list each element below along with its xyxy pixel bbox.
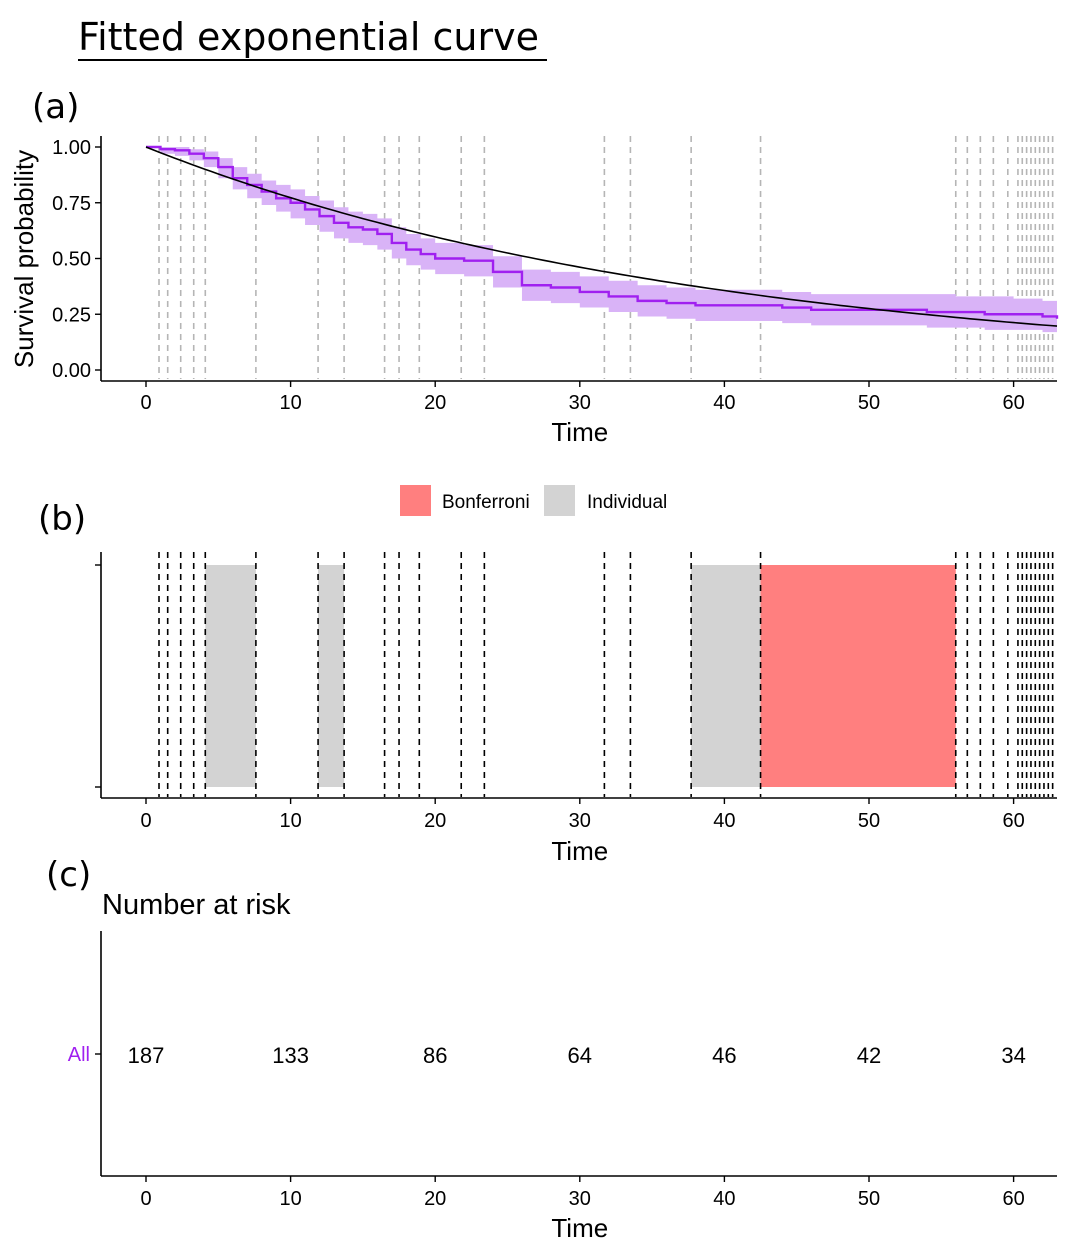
panel-b-x-tick-label-4: 40: [713, 810, 735, 832]
legend-label-individual: Individual: [587, 492, 667, 513]
panel-label-b: (b): [38, 499, 86, 539]
risk-count-6: 34: [1001, 1043, 1025, 1068]
panel-b-x-axis-title: Time: [551, 836, 608, 866]
panel-b-legend: Bonferroni Individual: [400, 485, 667, 516]
panel-c-x-tick-label-2: 20: [424, 1188, 446, 1210]
panel-label-a: (a): [32, 87, 79, 127]
risk-count-2: 86: [423, 1043, 447, 1068]
risk-table-strata-label: All: [68, 1044, 90, 1066]
legend-swatch-individual: [544, 485, 575, 516]
panel-a-y-axis-title: Survival probability: [9, 150, 39, 368]
panel-a-y-tick-label-0: 0.00: [52, 360, 91, 382]
panel-b-axes: 0 10 20 30 40 50 60: [95, 552, 1057, 832]
risk-count-1: 133: [272, 1043, 309, 1068]
panel-c-x-tick-label-3: 30: [569, 1188, 591, 1210]
interval-individual-2: [691, 565, 761, 787]
risk-count-3: 64: [568, 1043, 592, 1068]
panel-a-x-tick-label-1: 10: [279, 392, 301, 414]
panel-a-reference-lines: [158, 136, 1054, 379]
panel-a-axes: 0.00 0.25 0.50 0.75 1.00 0 10 20 30 40 50 60: [52, 136, 1057, 414]
panel-a-x-tick-label-6: 60: [1002, 392, 1024, 414]
panel-a-x-axis-title: Time: [551, 417, 608, 447]
panel-c-x-axis-title: Time: [551, 1213, 608, 1243]
panel-label-c: (c): [46, 855, 91, 895]
panel-b-x-tick-label-2: 20: [424, 810, 446, 832]
risk-table-counts: 187 133 86 64 46 42 34: [128, 1043, 1026, 1068]
km-survival-curve: [146, 145, 1059, 319]
panel-a-x-tick-label-3: 30: [569, 392, 591, 414]
interval-individual-1: [318, 565, 345, 787]
panel-b-x-tick-label-5: 50: [858, 810, 880, 832]
panel-c-x-tick-label-0: 0: [140, 1188, 151, 1210]
panel-b-x-tick-label-0: 0: [140, 810, 151, 832]
panel-a-survival-plot: 0.00 0.25 0.50 0.75 1.00 0 10 20 30 40 50 60 Time S…: [9, 136, 1059, 447]
panel-b-x-tick-label-3: 30: [569, 810, 591, 832]
panel-c-x-tick-label-5: 50: [858, 1188, 880, 1210]
risk-count-0: 187: [128, 1043, 165, 1068]
figure-title: Fitted exponential curve: [78, 15, 539, 59]
panel-a-y-tick-label-4: 1.00: [52, 137, 91, 159]
panel-a-x-tick-label-0: 0: [140, 392, 151, 414]
panel-a-y-tick-label-1: 0.25: [52, 304, 91, 326]
panel-b-reference-lines: [158, 552, 1054, 797]
panel-a-y-tick-label-2: 0.50: [52, 249, 91, 271]
panel-a-x-tick-label-2: 20: [424, 392, 446, 414]
panel-a-y-tick-label-3: 0.75: [52, 193, 91, 215]
panel-b-interval-plot: Bonferroni Individual 0 10 20 30 40 50 60 Time: [95, 485, 1057, 866]
km-confidence-band: [146, 147, 1057, 335]
panel-b-x-tick-label-1: 10: [279, 810, 301, 832]
risk-count-4: 46: [712, 1043, 736, 1068]
legend-swatch-bonferroni: [400, 485, 431, 516]
panel-c-axes: 0 10 20 30 40 50 60: [95, 931, 1057, 1210]
panel-a-x-tick-label-4: 40: [713, 392, 735, 414]
panel-c-x-tick-label-1: 10: [279, 1188, 301, 1210]
panel-b-x-tick-label-6: 60: [1002, 810, 1024, 832]
panel-b-intervals: [205, 565, 956, 787]
interval-bonferroni-3: [760, 565, 956, 787]
panel-a-x-tick-label-5: 50: [858, 392, 880, 414]
legend-label-bonferroni: Bonferroni: [442, 492, 530, 513]
exponential-fit-curve: [145, 146, 1058, 327]
risk-table-title: Number at risk: [102, 889, 291, 921]
panel-c-risk-table: Number at risk All 187 133 86 64 46 42 34 0 10 2…: [68, 889, 1057, 1243]
risk-count-5: 42: [857, 1043, 881, 1068]
panel-c-x-tick-label-6: 60: [1002, 1188, 1024, 1210]
interval-individual-0: [205, 565, 256, 787]
panel-c-x-tick-label-4: 40: [713, 1188, 735, 1210]
